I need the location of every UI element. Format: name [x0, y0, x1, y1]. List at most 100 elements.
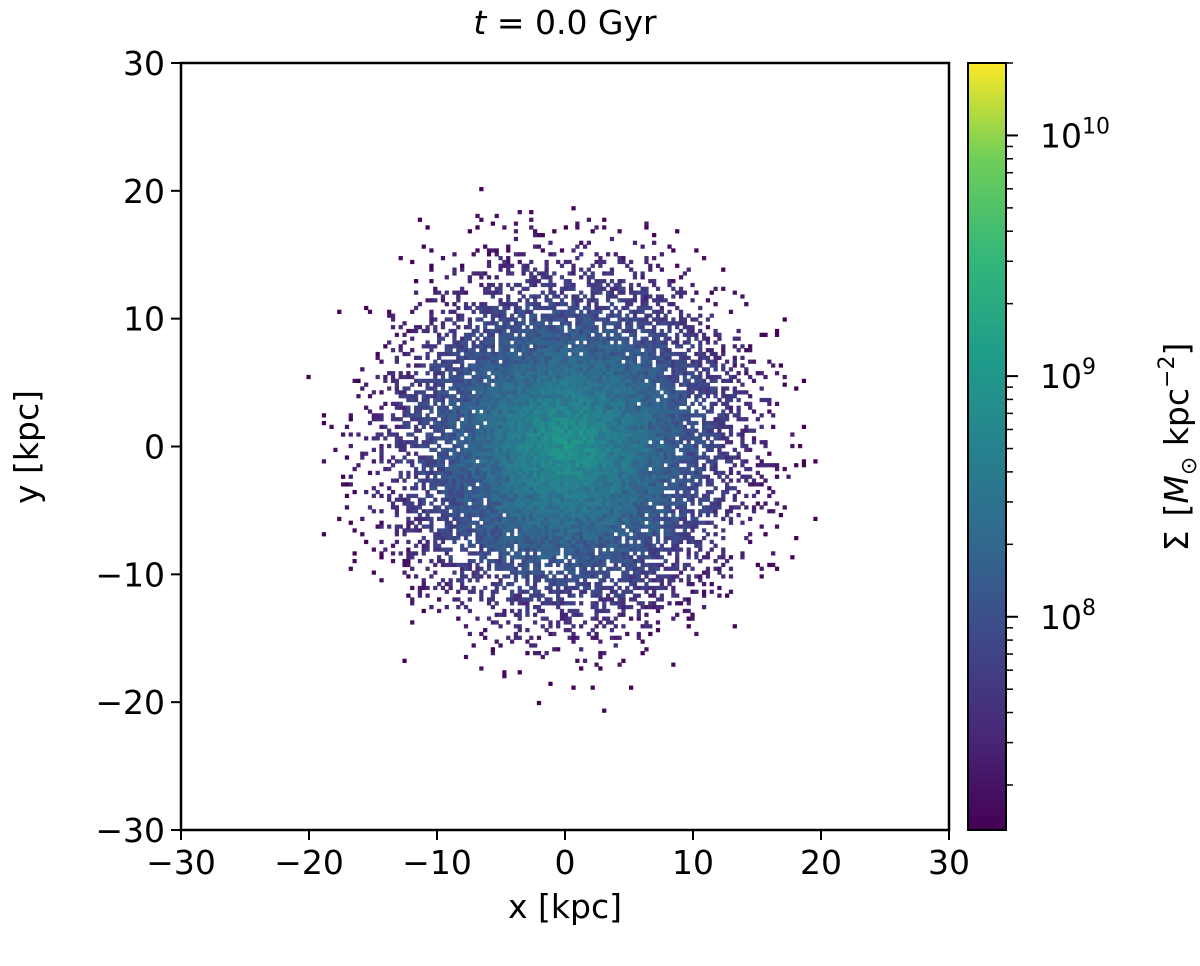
heatmap-cell — [502, 397, 507, 403]
heatmap-cell — [579, 501, 584, 506]
heatmap-cell — [590, 401, 595, 406]
heatmap-cell — [490, 597, 495, 602]
heatmap-cell — [544, 459, 549, 464]
heatmap-cell — [483, 271, 488, 276]
heatmap-cell — [444, 532, 449, 537]
heatmap-cell — [444, 493, 449, 499]
heatmap-cell — [506, 509, 511, 514]
heatmap-cell — [544, 451, 549, 456]
heatmap-cell — [452, 409, 457, 414]
heatmap-cell — [586, 562, 591, 568]
heatmap-cell — [536, 482, 542, 487]
heatmap-cell — [559, 543, 565, 548]
heatmap-cell — [617, 566, 622, 571]
heatmap-cell — [617, 551, 622, 556]
heatmap-cell — [594, 512, 599, 518]
heatmap-cell — [506, 305, 511, 311]
heatmap-cell — [632, 436, 638, 441]
heatmap-cell — [540, 474, 545, 479]
heatmap-cell — [629, 516, 634, 522]
heatmap-cell — [540, 535, 545, 541]
heatmap-cell — [506, 367, 511, 372]
heatmap-cell — [433, 428, 438, 433]
heatmap-cell — [613, 535, 618, 541]
heatmap-cell — [521, 558, 526, 564]
heatmap-cell — [456, 597, 461, 602]
heatmap-cell — [529, 363, 534, 368]
heatmap-cell — [494, 440, 499, 445]
heatmap-cell — [413, 451, 419, 456]
heatmap-cell — [344, 493, 350, 499]
heatmap-cell — [540, 332, 545, 337]
heatmap-cell — [605, 355, 611, 360]
heatmap-cell — [456, 298, 461, 303]
heatmap-cell — [525, 363, 530, 368]
heatmap-cell — [364, 436, 369, 441]
heatmap-cell — [648, 382, 653, 387]
heatmap-cell — [540, 482, 545, 487]
heatmap-cell — [425, 298, 430, 303]
heatmap-cell — [579, 401, 584, 406]
heatmap-cell — [632, 574, 638, 579]
heatmap-cell — [613, 390, 618, 395]
heatmap-cell — [509, 463, 515, 468]
heatmap-cell — [586, 443, 591, 449]
heatmap-cell — [644, 539, 649, 545]
heatmap-cell — [621, 486, 626, 491]
heatmap-cell — [529, 294, 534, 299]
heatmap-cell — [582, 405, 588, 410]
heatmap-cell — [552, 532, 557, 537]
heatmap-cell — [471, 589, 476, 594]
heatmap-cell — [387, 386, 392, 391]
heatmap-cell — [421, 328, 426, 334]
heatmap-cell — [548, 317, 553, 322]
heatmap-cell — [563, 417, 568, 422]
heatmap-cell — [509, 443, 515, 449]
heatmap-cell — [486, 355, 492, 360]
heatmap-cell — [586, 463, 591, 468]
heatmap-cell — [559, 409, 565, 414]
heatmap-cell — [586, 470, 591, 476]
heatmap-cell — [394, 378, 399, 383]
heatmap-cell — [563, 302, 568, 307]
heatmap-cell — [540, 501, 545, 506]
heatmap-cell — [479, 386, 484, 391]
heatmap-cell — [556, 601, 561, 606]
heatmap-cell — [548, 585, 553, 591]
heatmap-cell — [655, 605, 661, 610]
heatmap-cell — [567, 259, 572, 265]
heatmap-cell — [452, 524, 457, 529]
heatmap-cell — [629, 401, 634, 406]
heatmap-cell — [475, 570, 480, 575]
heatmap-cell — [498, 290, 503, 295]
heatmap-cell — [467, 528, 472, 533]
heatmap-cell — [544, 348, 549, 353]
heatmap-cell — [659, 413, 664, 418]
heatmap-cell — [632, 367, 638, 372]
heatmap-cell — [598, 390, 603, 395]
heatmap-cell — [540, 233, 545, 238]
heatmap-cell — [582, 524, 588, 529]
heatmap-cell — [621, 489, 626, 495]
heatmap-cell — [490, 359, 495, 364]
heatmap-cell — [648, 451, 653, 456]
heatmap-cell — [586, 440, 591, 445]
heatmap-cell — [648, 401, 653, 406]
heatmap-cell — [540, 328, 545, 334]
heatmap-cell — [605, 463, 611, 468]
heatmap-cell — [605, 328, 611, 334]
heatmap-cell — [640, 558, 645, 564]
heatmap-cell — [548, 302, 553, 307]
heatmap-cell — [655, 562, 661, 568]
heatmap-cell — [471, 486, 476, 491]
heatmap-cell — [613, 371, 618, 376]
heatmap-cell — [652, 505, 657, 510]
heatmap-cell — [494, 313, 499, 318]
heatmap-cell — [540, 463, 545, 468]
heatmap-cell — [467, 532, 472, 537]
heatmap-cell — [544, 420, 549, 426]
heatmap-cell — [329, 424, 334, 430]
heatmap-cell — [575, 551, 580, 556]
heatmap-cell — [648, 328, 653, 334]
heatmap-cell — [617, 597, 622, 602]
